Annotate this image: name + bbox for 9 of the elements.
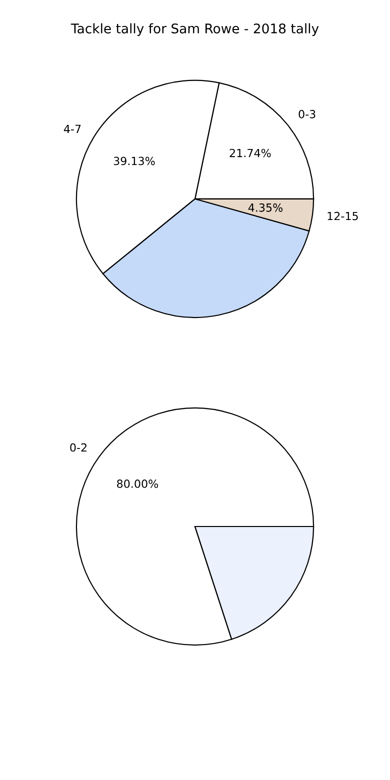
slice-label: 0-2 — [70, 443, 86, 452]
chart-title: Tackle tally for Sam Rowe - 2018 tally — [70, 23, 319, 36]
data-label: 39.13% — [114, 156, 155, 166]
slice-label: 4-7 — [64, 124, 81, 133]
slice-label: 0-3 — [298, 110, 316, 118]
slice-label: 12-15 — [328, 212, 358, 220]
data-label: 4.35% — [248, 203, 283, 212]
data-label: 80.00% — [117, 480, 158, 488]
data-label: 21.74% — [230, 148, 271, 158]
